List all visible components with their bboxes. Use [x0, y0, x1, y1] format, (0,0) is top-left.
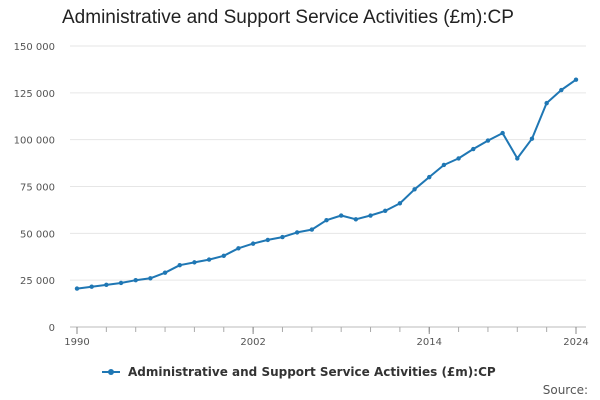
x-tick-label: 2014: [417, 337, 442, 348]
x-tick-label: 2024: [563, 337, 588, 348]
data-point: [177, 262, 182, 268]
data-point: [353, 217, 359, 222]
data-point: [162, 270, 168, 275]
data-point: [192, 260, 197, 265]
data-point: [383, 208, 388, 214]
data-point: [559, 87, 564, 93]
data-point: [265, 237, 270, 243]
data-point: [250, 241, 256, 246]
data-point: [397, 201, 403, 206]
x-tick-label: 2002: [240, 337, 265, 348]
series-line: [76, 78, 577, 290]
data-point: [412, 187, 417, 192]
data-point: [324, 218, 329, 223]
chart-legend[interactable]: Administrative and Support Service Activ…: [102, 365, 496, 379]
data-point: [236, 246, 241, 251]
source-label: Source:: [542, 383, 588, 397]
data-point: [515, 156, 520, 161]
data-point: [338, 213, 344, 218]
legend-label: Administrative and Support Service Activ…: [128, 365, 496, 379]
data-point: [368, 213, 373, 218]
data-point: [456, 156, 461, 161]
data-point: [529, 136, 535, 141]
data-point: [427, 174, 432, 180]
data-point: [441, 162, 447, 168]
y-tick-label: 125 000: [14, 89, 55, 100]
y-tick-label: 0: [49, 323, 55, 334]
chart-title: Administrative and Support Service Activ…: [62, 7, 514, 28]
legend-line-marker-icon: [102, 367, 120, 377]
data-point: [309, 227, 315, 232]
data-point: [471, 146, 476, 152]
data-point: [89, 284, 94, 289]
data-point: [118, 280, 124, 286]
y-tick-label: 50 000: [20, 229, 55, 240]
data-point: [573, 77, 579, 82]
y-tick-label: 25 000: [20, 276, 55, 287]
y-tick-label: 150 000: [14, 42, 55, 53]
data-point: [280, 234, 285, 240]
data-point: [294, 230, 300, 235]
y-tick-label: 75 000: [20, 183, 55, 194]
data-point: [133, 277, 138, 283]
data-point: [148, 276, 153, 281]
data-point: [74, 286, 80, 291]
y-tick-label: 100 000: [14, 136, 55, 147]
x-tick-label: 1990: [64, 337, 89, 348]
data-point: [500, 130, 505, 136]
data-point: [221, 253, 226, 259]
data-point: [206, 257, 212, 262]
data-point: [485, 138, 491, 143]
data-point: [544, 100, 549, 106]
data-point: [104, 282, 109, 288]
